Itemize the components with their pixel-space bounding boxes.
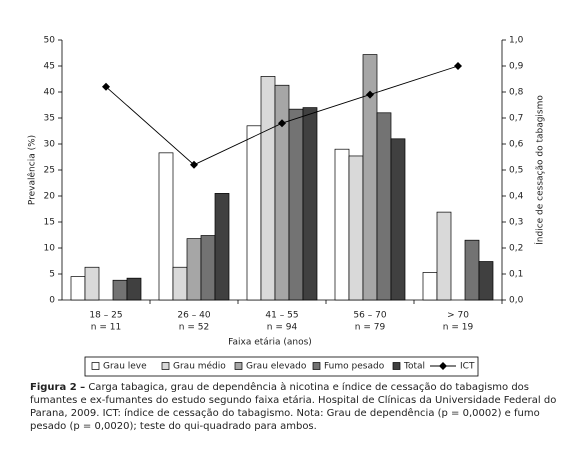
legend-label: Grau médio [173, 361, 226, 372]
bar [348, 155, 364, 301]
y-tick-label: 0 [49, 296, 55, 306]
y2-tick-label: 0,6 [509, 140, 524, 150]
caption-text: Carga tabagica, grau de dependência à ni… [30, 382, 557, 432]
bar [214, 193, 230, 301]
x-tick-label: 41 – 55 [265, 311, 298, 321]
bar [84, 266, 100, 301]
line-marker [454, 62, 462, 70]
bar [246, 125, 262, 301]
y2-axis-label: Índice de cessação do tabagismo [534, 95, 546, 245]
bar [274, 84, 290, 301]
chart: Faixa etária (anos) Prevalência (%) Índi… [27, 36, 546, 377]
y-tick-label: 30 [44, 140, 56, 150]
bar [478, 261, 494, 301]
x-tick-label: 56 – 70 [353, 311, 386, 321]
bar [302, 107, 318, 301]
y-tick-label: 50 [44, 36, 56, 46]
x-tick-count: n = 79 [355, 323, 386, 333]
x-tick-label: 18 – 25 [89, 311, 122, 321]
bar [126, 277, 142, 301]
y2-tick-label: 0,2 [509, 244, 523, 254]
x-tick-count: n = 19 [443, 323, 474, 333]
legend-label: Grau elevado [246, 362, 307, 372]
legend-swatch [234, 362, 243, 370]
legend-label: Grau leve [103, 362, 147, 372]
y-tick-label: 35 [44, 114, 55, 124]
legend-swatch [392, 362, 401, 370]
y-tick-label: 10 [44, 244, 56, 254]
y2-tick-label: 0,7 [509, 114, 523, 124]
y2-tick-label: 0,8 [509, 88, 524, 98]
caption: Figura 2 – Carga tabagica, grau de depen… [30, 381, 560, 433]
bar [334, 148, 350, 301]
bar [422, 272, 438, 301]
bar [464, 239, 480, 301]
line-marker [190, 160, 198, 169]
line-marker [278, 119, 286, 128]
bar [186, 238, 202, 301]
legend-label: Total [403, 362, 425, 372]
y-axis-label: Prevalência (%) [27, 135, 38, 205]
bar [390, 138, 406, 301]
bar [260, 76, 276, 301]
caption-label: Figura 2 – [30, 382, 86, 393]
x-tick-count: n = 11 [91, 323, 121, 333]
legend-marker [439, 362, 447, 370]
y2-tick-label: 0,0 [509, 296, 524, 306]
y-tick-label: 25 [44, 166, 55, 176]
legend-swatch [161, 362, 170, 370]
y-tick-label: 20 [44, 192, 56, 202]
x-tick-count: n = 52 [179, 323, 209, 333]
y-tick-label: 15 [44, 218, 55, 228]
y2-tick-label: 0,1 [509, 270, 523, 280]
line-marker [366, 90, 374, 99]
y2-tick-label: 0,4 [509, 192, 524, 202]
x-tick-label: 26 – 40 [177, 311, 210, 321]
y2-tick-label: 0,5 [509, 166, 523, 176]
bar [70, 276, 86, 301]
bar [200, 235, 216, 301]
bar [172, 266, 188, 301]
x-tick-label: > 70 [447, 311, 469, 321]
y2-tick-label: 1,0 [509, 36, 524, 46]
line-marker [102, 82, 110, 91]
bar [112, 279, 128, 301]
y-tick-label: 5 [49, 270, 55, 280]
y-tick-label: 45 [44, 62, 55, 72]
y-tick-label: 40 [44, 88, 56, 98]
legend-label: ICT [460, 362, 475, 372]
bar [158, 152, 174, 301]
x-axis-label: Faixa etária (anos) [228, 338, 312, 348]
legend-box [84, 356, 479, 377]
bar [376, 112, 392, 301]
legend-swatch [312, 362, 321, 370]
legend-label: Fumo pesado [324, 362, 385, 372]
bar [288, 108, 304, 301]
y2-tick-label: 0,3 [509, 218, 523, 228]
x-tick-count: n = 94 [267, 323, 298, 333]
bar [436, 211, 452, 301]
y2-tick-label: 0,9 [509, 62, 524, 72]
legend-swatch [91, 362, 100, 370]
